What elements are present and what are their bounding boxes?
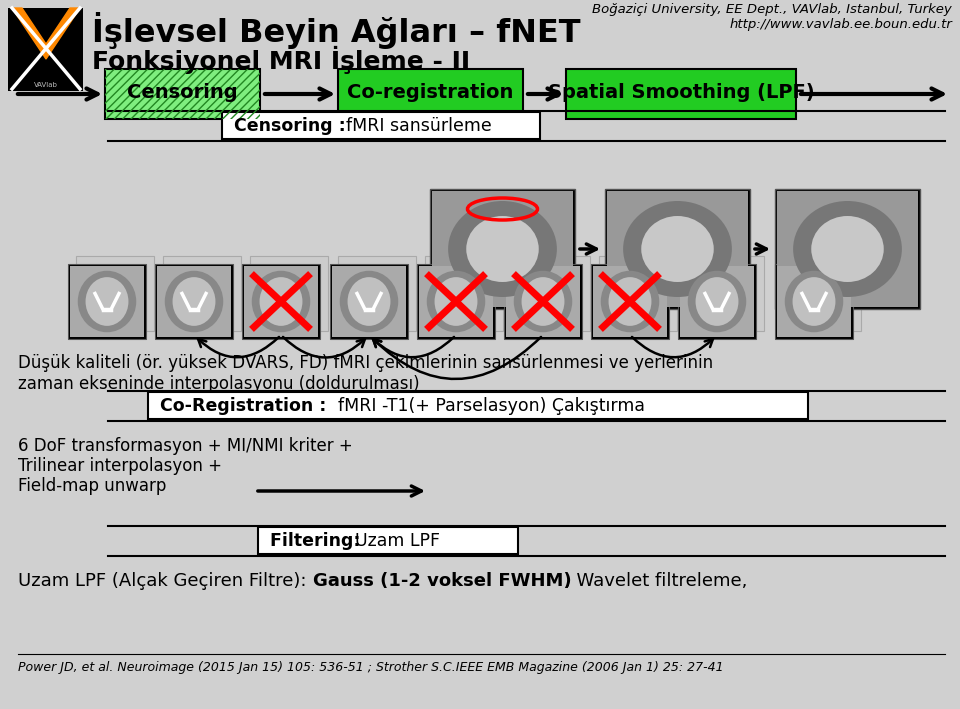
FancyBboxPatch shape <box>605 189 750 309</box>
Ellipse shape <box>448 201 557 297</box>
Text: Gauss (1-2 voksel FWHM): Gauss (1-2 voksel FWHM) <box>313 572 571 590</box>
Ellipse shape <box>641 216 713 282</box>
Text: Uzam LPF (Alçak Geçiren Filtre):: Uzam LPF (Alçak Geçiren Filtre): <box>18 572 312 590</box>
Text: fMRI sansürleme: fMRI sansürleme <box>346 117 492 135</box>
Text: Uzam LPF: Uzam LPF <box>355 532 440 550</box>
FancyBboxPatch shape <box>332 266 406 337</box>
FancyBboxPatch shape <box>8 8 83 91</box>
FancyBboxPatch shape <box>777 266 851 337</box>
Text: Fonksiyonel MRI İşleme - II: Fonksiyonel MRI İşleme - II <box>92 46 470 74</box>
Ellipse shape <box>696 277 738 326</box>
FancyBboxPatch shape <box>430 189 575 309</box>
FancyBboxPatch shape <box>244 266 318 337</box>
FancyArrowPatch shape <box>632 337 713 357</box>
FancyBboxPatch shape <box>163 256 241 331</box>
Ellipse shape <box>348 277 391 326</box>
FancyBboxPatch shape <box>680 266 754 337</box>
Ellipse shape <box>78 271 136 333</box>
FancyBboxPatch shape <box>157 266 231 337</box>
Text: Censoring: Censoring <box>127 84 237 103</box>
FancyBboxPatch shape <box>512 256 590 331</box>
FancyArrowPatch shape <box>373 337 454 357</box>
Ellipse shape <box>165 271 224 333</box>
FancyBboxPatch shape <box>777 191 918 307</box>
FancyBboxPatch shape <box>506 266 580 337</box>
Ellipse shape <box>623 201 732 297</box>
FancyBboxPatch shape <box>566 69 796 119</box>
FancyBboxPatch shape <box>775 189 920 309</box>
FancyArrowPatch shape <box>373 337 541 379</box>
FancyBboxPatch shape <box>242 264 320 339</box>
Text: Censoring :: Censoring : <box>234 117 351 135</box>
Text: http://www.vavlab.ee.boun.edu.tr: http://www.vavlab.ee.boun.edu.tr <box>730 18 952 31</box>
FancyBboxPatch shape <box>250 256 328 331</box>
Text: 6 DoF transformasyon + MI/NMI kriter +: 6 DoF transformasyon + MI/NMI kriter + <box>18 437 352 455</box>
Text: Trilinear interpolasyon +: Trilinear interpolasyon + <box>18 457 222 475</box>
Ellipse shape <box>435 277 477 326</box>
FancyArrowPatch shape <box>198 337 279 357</box>
Text: Boğaziçi University, EE Dept., VAVlab, Istanbul, Turkey: Boğaziçi University, EE Dept., VAVlab, I… <box>592 3 952 16</box>
FancyBboxPatch shape <box>155 264 233 339</box>
Ellipse shape <box>85 277 129 326</box>
Ellipse shape <box>793 277 835 326</box>
Ellipse shape <box>609 277 652 326</box>
Ellipse shape <box>340 271 398 333</box>
Text: Filtering:: Filtering: <box>270 532 367 550</box>
FancyBboxPatch shape <box>222 112 540 139</box>
Text: fMRI -T1(+ Parselasyon) Çakıştırma: fMRI -T1(+ Parselasyon) Çakıştırma <box>338 397 645 415</box>
FancyBboxPatch shape <box>258 527 518 554</box>
FancyBboxPatch shape <box>599 256 677 331</box>
FancyBboxPatch shape <box>678 264 756 339</box>
Text: Spatial Smoothing (LPF): Spatial Smoothing (LPF) <box>548 84 814 103</box>
Text: Power JD, et al. Neuroimage (2015 Jan 15) 105: 536-51 ; Strother S.C.IEEE EMB Ma: Power JD, et al. Neuroimage (2015 Jan 15… <box>18 661 724 674</box>
FancyBboxPatch shape <box>607 191 748 307</box>
FancyBboxPatch shape <box>593 266 667 337</box>
Ellipse shape <box>467 216 539 282</box>
Polygon shape <box>12 8 80 59</box>
Text: Field-map unwarp: Field-map unwarp <box>18 477 166 495</box>
Ellipse shape <box>252 271 310 333</box>
Ellipse shape <box>173 277 215 326</box>
FancyBboxPatch shape <box>338 69 523 119</box>
Text: Düşük kaliteli (ör. yüksek DVARS, FD) fMRI çekimlerinin sansürlenmesi ve yerleri: Düşük kaliteli (ör. yüksek DVARS, FD) fM… <box>18 354 713 372</box>
FancyBboxPatch shape <box>338 256 416 331</box>
FancyBboxPatch shape <box>504 264 582 339</box>
FancyBboxPatch shape <box>419 266 493 337</box>
FancyBboxPatch shape <box>68 264 146 339</box>
Ellipse shape <box>811 216 884 282</box>
Text: İşlevsel Beyin Ağları – fNET: İşlevsel Beyin Ağları – fNET <box>92 12 581 49</box>
FancyBboxPatch shape <box>417 264 495 339</box>
Ellipse shape <box>521 277 564 326</box>
Text: zaman ekseninde interpolasyonu (doldurulması): zaman ekseninde interpolasyonu (doldurul… <box>18 375 420 393</box>
Text: Co-Registration :: Co-Registration : <box>160 397 332 415</box>
FancyBboxPatch shape <box>775 264 853 339</box>
Ellipse shape <box>784 271 843 333</box>
Ellipse shape <box>514 271 572 333</box>
FancyBboxPatch shape <box>330 264 408 339</box>
FancyBboxPatch shape <box>432 191 573 307</box>
FancyBboxPatch shape <box>686 256 764 331</box>
FancyBboxPatch shape <box>76 256 154 331</box>
FancyBboxPatch shape <box>425 256 503 331</box>
Ellipse shape <box>687 271 746 333</box>
Ellipse shape <box>259 277 302 326</box>
FancyArrowPatch shape <box>283 337 365 357</box>
Ellipse shape <box>601 271 660 333</box>
Text: , Wavelet filtreleme,: , Wavelet filtreleme, <box>565 572 748 590</box>
FancyBboxPatch shape <box>105 69 260 119</box>
Text: Co-registration: Co-registration <box>347 84 514 103</box>
Text: VAVlab: VAVlab <box>34 82 58 88</box>
Ellipse shape <box>427 271 485 333</box>
FancyBboxPatch shape <box>591 264 669 339</box>
FancyBboxPatch shape <box>783 256 861 331</box>
FancyBboxPatch shape <box>70 266 144 337</box>
FancyBboxPatch shape <box>148 392 808 419</box>
Ellipse shape <box>793 201 901 297</box>
